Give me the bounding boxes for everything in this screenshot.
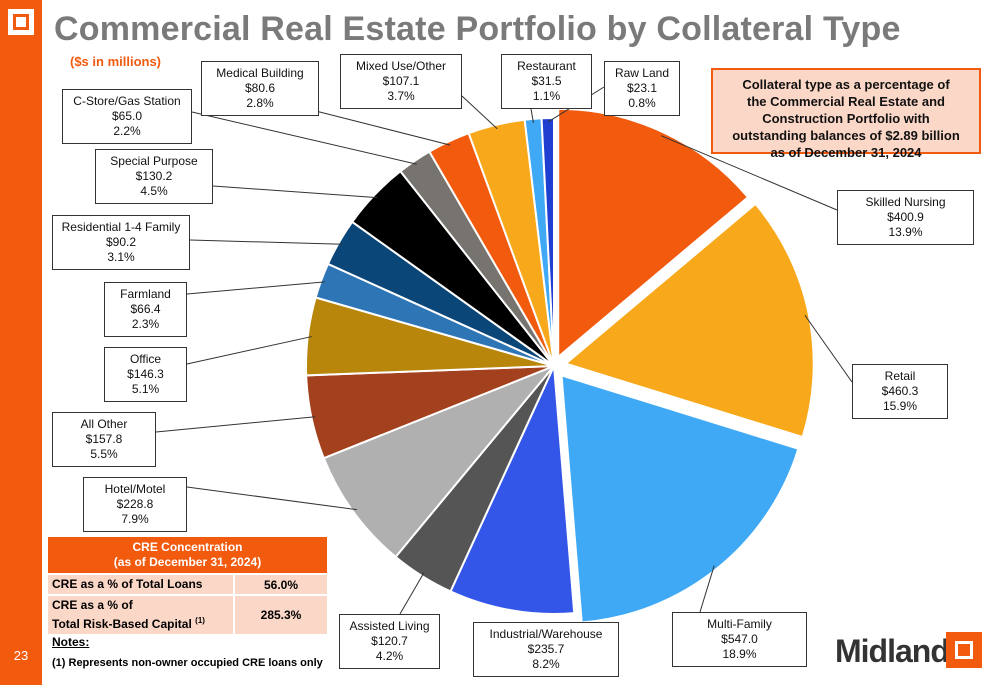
callout-line: Collateral type as a percentage of <box>742 77 950 92</box>
callout-line: outstanding balances of $2.89 billion <box>732 128 960 143</box>
callout-line: the Commercial Real Estate and <box>747 94 945 109</box>
cre-table-header: CRE Concentration (as of December 31, 202… <box>48 537 327 573</box>
page-number: 23 <box>13 648 29 663</box>
slice-label-restaurant: Restaurant $31.5 1.1% <box>501 54 592 109</box>
pie-slice-skilled-nursing <box>557 107 750 360</box>
cre-concentration-table: CRE Concentration (as of December 31, 202… <box>48 537 327 634</box>
pie-slice-industrial-warehouse <box>449 362 576 615</box>
notes-heading: Notes: <box>52 635 90 649</box>
slice-label-multi-family: Multi-Family $547.0 18.9% <box>672 612 807 667</box>
leader-line <box>155 416 316 433</box>
pie-slice-multi-family <box>560 373 800 624</box>
leader-line <box>186 486 357 511</box>
leader-line <box>699 565 715 613</box>
leader-line <box>186 281 326 295</box>
pie-slice-retail <box>563 202 815 439</box>
cre-row-value: 56.0% <box>235 575 327 594</box>
slice-label-c-store-gas-station: C-Store/Gas Station $65.0 2.2% <box>62 89 192 144</box>
note-1: (1) Represents non-owner occupied CRE lo… <box>52 657 323 669</box>
slice-label-special-purpose: Special Purpose $130.2 4.5% <box>95 149 213 204</box>
leader-lines <box>155 86 853 615</box>
leader-line <box>399 572 425 615</box>
slice-label-retail: Retail $460.3 15.9% <box>852 364 948 419</box>
leader-line <box>212 185 378 199</box>
slice-label-raw-land: Raw Land $23.1 0.8% <box>604 61 680 116</box>
slice-label-skilled-nursing: Skilled Nursing $400.9 13.9% <box>837 190 974 245</box>
pie-slices <box>305 107 815 624</box>
leader-line <box>299 106 451 146</box>
portfolio-callout: Collateral type as a percentage of the C… <box>711 68 981 160</box>
page-title: Commercial Real Estate Portfolio by Coll… <box>54 10 901 48</box>
brand-name: Midland <box>835 633 950 669</box>
cre-row-value: 285.3% <box>235 596 327 634</box>
slice-label-mixed-use-other: Mixed Use/Other $107.1 3.7% <box>340 54 462 109</box>
brand-logo-icon <box>946 632 982 668</box>
cre-row-label: CRE as a % of Total Risk-Based Capital (… <box>48 596 233 634</box>
page-subtitle: ($s in millions) <box>70 54 162 69</box>
slice-label-office: Office $146.3 5.1% <box>104 347 187 402</box>
callout-line: as of December 31, 2024 <box>770 145 922 160</box>
sidebar-bar: 23 <box>0 0 42 685</box>
leader-line <box>186 336 312 365</box>
callout-line: Construction Portfolio with <box>762 111 930 126</box>
slice-label-medical-building: Medical Building $80.6 2.8% <box>201 61 319 116</box>
leader-line <box>189 239 343 245</box>
slice-label-assisted-living: Assisted Living $120.7 4.2% <box>339 614 440 669</box>
leader-line <box>804 314 853 383</box>
leader-line <box>461 95 498 130</box>
table-row: CRE as a % of Total Loans 56.0% <box>48 575 327 594</box>
leader-line <box>191 111 417 165</box>
logo-icon <box>8 9 34 35</box>
cre-row-label: CRE as a % of Total Loans <box>48 575 233 594</box>
table-row: CRE as a % of Total Risk-Based Capital (… <box>48 596 327 634</box>
slice-label-farmland: Farmland $66.4 2.3% <box>104 282 187 337</box>
slice-label-residential-1-4-family: Residential 1-4 Family $90.2 3.1% <box>52 215 190 270</box>
slice-label-hotel-motel: Hotel/Motel $228.8 7.9% <box>83 477 187 532</box>
slice-label-all-other: All Other $157.8 5.5% <box>52 412 156 467</box>
pie-slice-hotel-motel <box>322 365 555 559</box>
slice-label-industrial-warehouse: Industrial/Warehouse $235.7 8.2% <box>473 622 619 677</box>
leader-line <box>660 135 838 211</box>
